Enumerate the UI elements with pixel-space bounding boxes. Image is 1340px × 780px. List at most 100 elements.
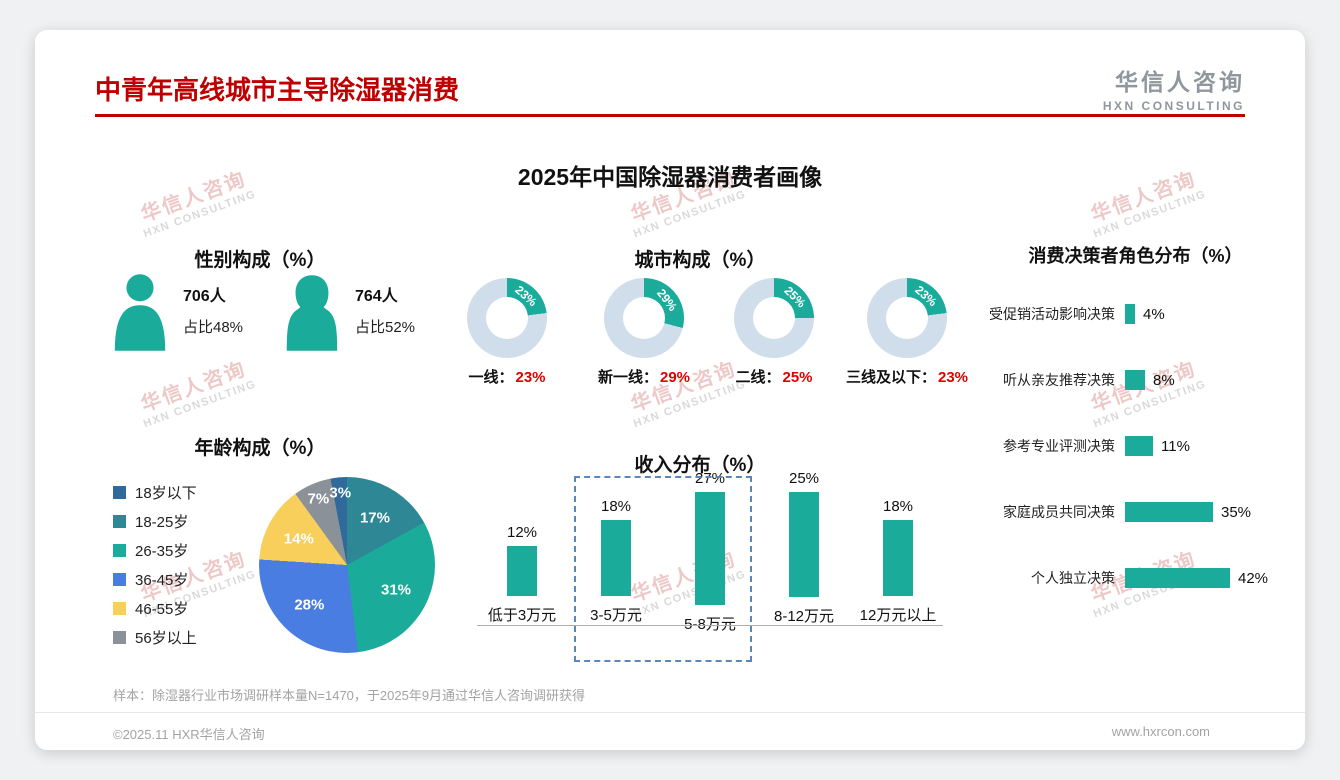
- donut-arc-label: 25%: [781, 284, 808, 311]
- income-bar-area: 18%: [851, 470, 945, 596]
- donut-caption: 二线： 25%: [735, 366, 812, 387]
- decision-bar: [1125, 370, 1145, 390]
- footer-divider: [35, 712, 1305, 713]
- pie-slice-label: 3%: [329, 484, 352, 502]
- decision-category-label: 参考专业评测决策: [1003, 438, 1115, 454]
- donut-category: 一线：: [468, 369, 514, 386]
- donut-caption: 新一线： 29%: [598, 366, 690, 387]
- decision-row: 受促销活动影响决策 4%: [963, 302, 1308, 326]
- decision-bar: [1125, 436, 1153, 456]
- decision-bar: [1125, 304, 1135, 324]
- pie-slice-label: 14%: [283, 530, 314, 547]
- legend-item: 18岁以下: [113, 478, 197, 507]
- brand-logo-en: HXN CONSULTING: [1102, 99, 1245, 113]
- legend-label: 56岁以上: [135, 630, 197, 647]
- decision-bar-chart: 受促销活动影响决策 4% 听从亲友推荐决策 8% 参考专业评测决策 11% 家庭成员共同决策…: [963, 302, 1308, 632]
- decision-bar: [1125, 568, 1230, 588]
- decision-bar: [1125, 502, 1213, 522]
- income-section-title: 收入分布（%）: [634, 455, 766, 476]
- watermark-cn: 华信人咨询: [138, 358, 250, 417]
- age-legend: 18岁以下 18-25岁 26-35岁 36-45岁 46-55岁 56岁以上: [113, 478, 197, 652]
- decision-value-label: 11%: [1161, 437, 1190, 455]
- donut-arc-label: 23%: [912, 283, 940, 310]
- male-icon: [114, 274, 166, 351]
- donut-value: 23%: [515, 369, 546, 386]
- donut-category: 新一线：: [597, 369, 658, 386]
- male-share: 占比48%: [183, 319, 244, 336]
- legend-item: 18-25岁: [113, 507, 197, 536]
- female-icon: [286, 275, 338, 351]
- legend-swatch: [113, 486, 126, 499]
- decision-row: 参考专业评测决策 11%: [963, 434, 1308, 458]
- donut-arc-label: 23%: [512, 283, 540, 310]
- income-bar: [695, 492, 725, 605]
- income-column: 12% 低于3万元: [475, 470, 569, 625]
- income-column: 18% 3-5万元: [569, 470, 663, 625]
- decision-category-label: 听从亲友推荐决策: [1003, 372, 1115, 388]
- pie-slice-label: 28%: [294, 596, 325, 614]
- donut-category: 三线及以下：: [845, 369, 936, 386]
- pie-slice-label: 31%: [380, 581, 412, 599]
- income-bar-chart: 12% 低于3万元 18% 3-5万元 27% 5-8万元 25% 8-12万元…: [475, 470, 945, 670]
- donut-group-new-tier1: 29% 新一线： 29%: [569, 278, 719, 387]
- city-donut-chart: 23%: [867, 278, 947, 358]
- decision-category-label: 个人独立决策: [1031, 570, 1115, 586]
- chart-main-title: 2025年中国除湿器消费者画像: [517, 164, 823, 190]
- legend-swatch: [113, 631, 126, 644]
- decision-value-label: 35%: [1221, 503, 1252, 521]
- decision-value-label: 8%: [1153, 371, 1175, 389]
- decision-value-label: 4%: [1143, 305, 1165, 323]
- income-bar: [601, 520, 631, 596]
- income-bar-area: 25%: [757, 470, 851, 597]
- donut-group-tier3-below: 23% 三线及以下： 23%: [832, 278, 982, 387]
- income-column: 25% 8-12万元: [757, 470, 851, 625]
- legend-label: 18岁以下: [135, 485, 197, 502]
- income-bar-area: 27%: [663, 470, 757, 605]
- gender-section-title: 性别构成（%）: [194, 250, 326, 271]
- decision-row: 听从亲友推荐决策 8%: [963, 368, 1308, 392]
- watermark-en: HXN CONSULTING: [141, 378, 259, 431]
- age-section-title: 年龄构成（%）: [194, 438, 326, 459]
- donut-value: 25%: [782, 369, 813, 386]
- donut-value: 29%: [659, 369, 691, 386]
- donut-group-tier1: 23% 一线： 23%: [432, 278, 582, 387]
- income-bar: [883, 520, 913, 596]
- income-column: 18% 12万元以上: [851, 470, 945, 625]
- bar-value-label: 25%: [788, 470, 820, 487]
- city-donut-chart: 29%: [604, 278, 684, 358]
- decision-value-label: 42%: [1238, 569, 1269, 587]
- legend-swatch: [113, 544, 126, 557]
- decision-category-label: 受促销活动影响决策: [989, 306, 1115, 322]
- legend-item: 26-35岁: [113, 536, 197, 565]
- website-url: www.hxrcon.com: [1111, 724, 1210, 739]
- legend-item: 36-45岁: [113, 565, 197, 594]
- bar-value-label: 18%: [882, 498, 914, 515]
- income-bar: [789, 492, 819, 597]
- income-category-label: 3-5万元: [590, 607, 642, 624]
- report-title: 中青年高线城市主导除湿器消费: [95, 75, 460, 105]
- donut-caption: 一线： 23%: [468, 366, 545, 387]
- income-category-label: 5-8万元: [684, 616, 736, 633]
- donut-caption: 三线及以下： 23%: [846, 366, 968, 387]
- decision-row: 家庭成员共同决策 35%: [963, 500, 1308, 524]
- highlight-dashed-box: [574, 476, 752, 662]
- sample-note: 样本：除湿器行业市场调研样本量N=1470，于2025年9月通过华信人咨询调研获…: [113, 688, 586, 703]
- decision-category-label: 家庭成员共同决策: [1003, 504, 1115, 520]
- legend-label: 18-25岁: [135, 514, 189, 531]
- female-stats: 764人 占比52%: [355, 282, 415, 337]
- bar-value-label: 12%: [506, 524, 538, 541]
- age-pie-chart: 3% 17% 31% 28% 14% 7%: [259, 477, 435, 653]
- bar-value-label: 27%: [694, 470, 726, 487]
- income-bar-area: 18%: [569, 470, 663, 596]
- legend-swatch: [113, 602, 126, 615]
- income-bar: [507, 546, 537, 596]
- donut-arc-label: 29%: [654, 286, 680, 315]
- income-columns: 12% 低于3万元 18% 3-5万元 27% 5-8万元 25% 8-12万元…: [475, 470, 945, 633]
- income-bar-area: 12%: [475, 470, 569, 596]
- income-category-label: 低于3万元: [487, 607, 557, 624]
- pie-slice-label: 17%: [359, 509, 390, 527]
- female-share: 占比52%: [355, 319, 416, 336]
- copyright: ©2025.11 HXR华信人咨询: [113, 727, 265, 742]
- legend-swatch: [113, 515, 126, 528]
